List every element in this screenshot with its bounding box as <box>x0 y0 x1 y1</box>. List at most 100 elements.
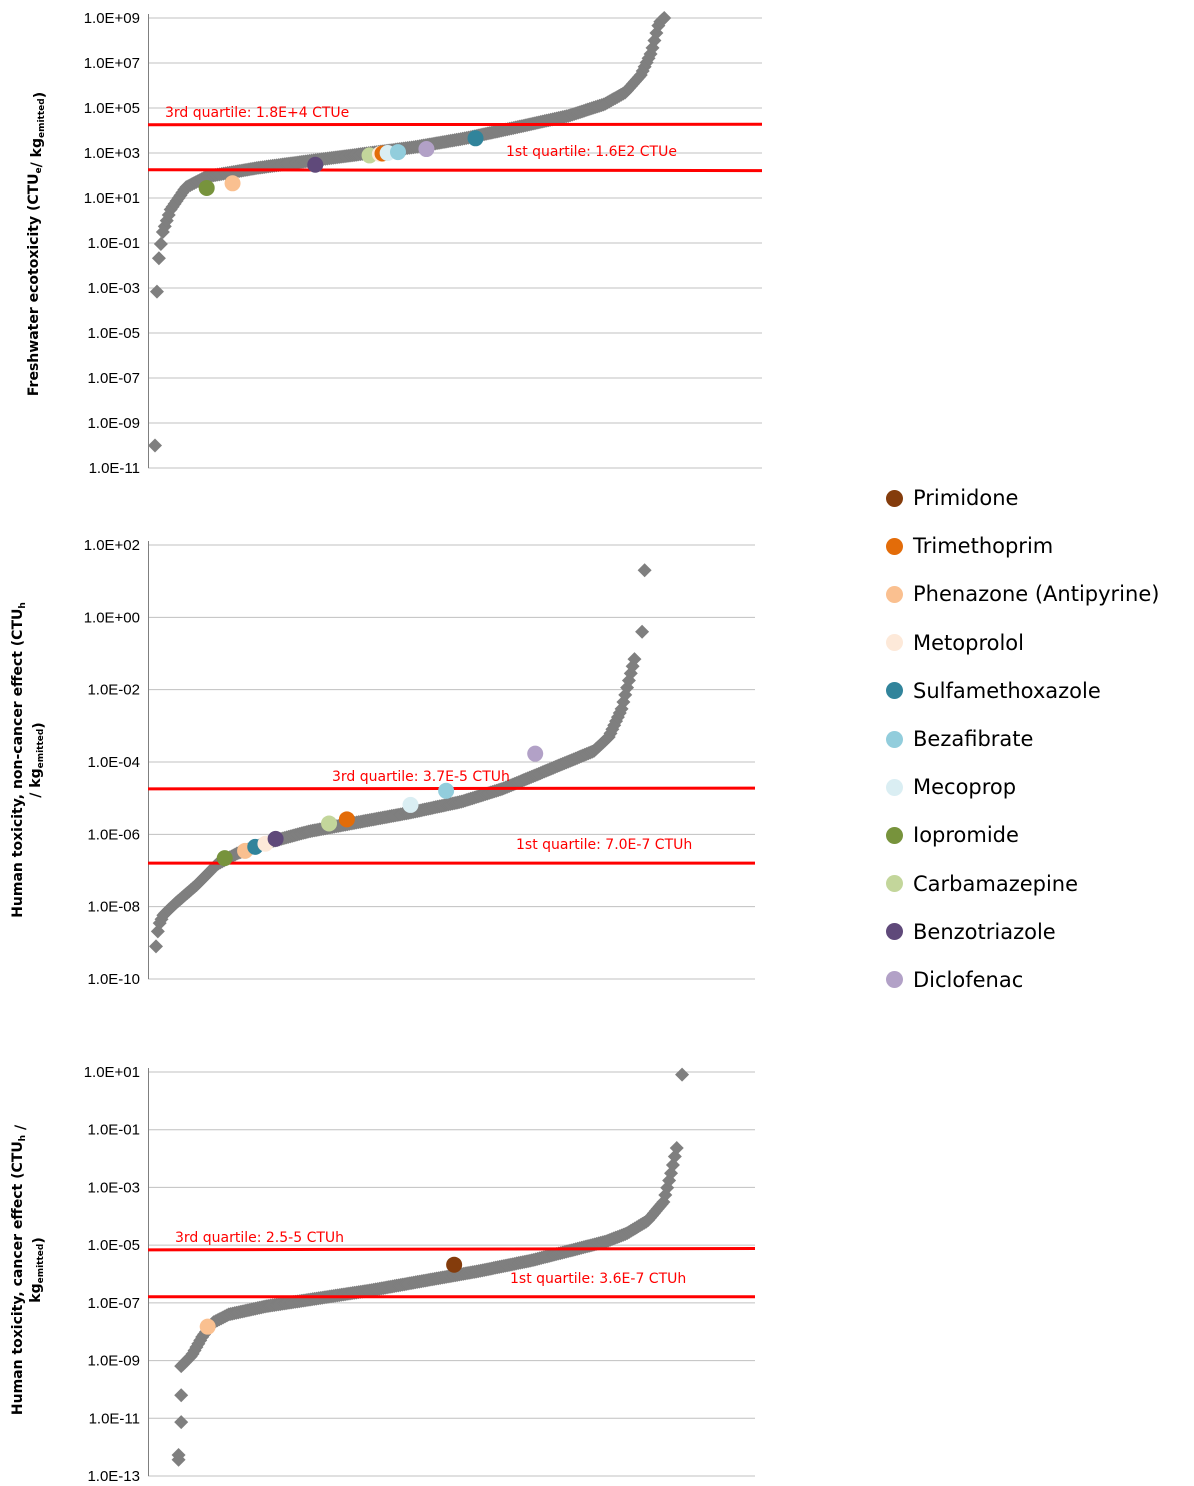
y-axis-label-line: Freshwater ecotoxicity (CTUe/ kgemitted) <box>26 92 48 396</box>
legend-label: Iopromide <box>913 823 1019 848</box>
y-axis-label-part: kg <box>28 1283 44 1302</box>
y-axis-label-part: emitted <box>36 1244 46 1284</box>
chart-panel-3: 1.0E+01 1.0E-01 1.0E-03 1.0E-05 1.0E-07 1.0E-… <box>10 1064 756 1485</box>
data-point <box>149 284 164 299</box>
substance-point-iopromide <box>216 850 233 867</box>
legend-item-benzotriazole: Benzotriazole <box>886 908 1159 956</box>
substance-point-carbamazepine <box>321 815 338 832</box>
y-tick-label: 1.0E-03 <box>87 1179 140 1196</box>
quartile-label: 1st quartile: 1.6E2 CTUe <box>506 144 677 160</box>
substance-point-phenazone-antipyrine <box>224 175 241 192</box>
data-point <box>675 1067 690 1082</box>
substance-point-primidone <box>446 1256 463 1273</box>
legend-item-phenazone: Phenazone (Antipyrine) <box>886 570 1159 618</box>
y-axis-label-part: / kg <box>29 138 45 167</box>
legend-item-carbamazepine: Carbamazepine <box>886 860 1159 908</box>
y-axis-label-part: Human toxicity, non-cancer effect (CTU <box>10 609 26 918</box>
y-axis-label-part: ) <box>31 722 47 728</box>
legend-item-mecoprop: Mecoprop <box>886 763 1159 811</box>
y-tick-label: 1.0E+03 <box>84 145 140 162</box>
data-point <box>174 1415 189 1430</box>
y-tick-label: 1.0E-11 <box>89 1410 140 1427</box>
y-tick-label: 1.0E+02 <box>84 537 140 554</box>
y-tick-label: 1.0E-11 <box>89 460 140 477</box>
y-tick-label: 1.0E-01 <box>87 1122 140 1139</box>
substance-point-diclofenac <box>527 745 544 762</box>
y-tick-label: 1.0E+01 <box>84 1064 140 1081</box>
data-point <box>174 1388 189 1403</box>
y-tick-label: 1.0E-07 <box>87 370 140 387</box>
quartile-label: 3rd quartile: 1.8E+4 CTUe <box>165 105 349 121</box>
y-axis-label-part: h <box>18 1135 28 1141</box>
data-point <box>149 939 163 954</box>
legend: Primidone Trimethoprim Phenazone (Antipy… <box>886 474 1159 1004</box>
legend-item-diclofenac: Diclofenac <box>886 956 1159 1004</box>
substance-point-sulfamethoxazole <box>467 130 484 147</box>
legend-marker-icon <box>886 971 903 989</box>
legend-marker-icon <box>886 778 903 796</box>
y-tick-label: 1.0E+00 <box>84 609 140 626</box>
legend-label: Benzotriazole <box>913 919 1056 944</box>
substance-point-benzotriazole <box>307 156 324 173</box>
y-tick-label: 1.0E-05 <box>87 325 140 342</box>
legend-item-iopromide: Iopromide <box>886 811 1159 859</box>
legend-label: Phenazone (Antipyrine) <box>913 582 1160 607</box>
y-axis-label-part: ) <box>31 1237 47 1243</box>
y-axis-label: Human toxicity, cancer effect (CTUh /kge… <box>10 1124 47 1415</box>
y-axis-label-part: emitted <box>37 98 47 138</box>
y-axis-label-line: kgemitted) <box>28 1237 47 1302</box>
data-point <box>151 251 166 266</box>
legend-label: Primidone <box>913 486 1019 511</box>
quartile-label: 3rd quartile: 3.7E-5 CTUh <box>332 769 510 785</box>
legend-item-bezafibrate: Bezafibrate <box>886 715 1159 763</box>
data-point <box>171 1452 186 1467</box>
y-tick-label: 1.0E-03 <box>87 280 140 297</box>
legend-marker-icon <box>886 537 903 555</box>
legend-item-sulfamethoxazole: Sulfamethoxazole <box>886 667 1159 715</box>
y-axis-label: Freshwater ecotoxicity (CTUe/ kgemitted) <box>26 92 48 396</box>
substance-point-mecoprop <box>402 796 419 813</box>
legend-marker-icon <box>886 585 903 603</box>
legend-label: Carbamazepine <box>913 871 1079 896</box>
legend-label: Trimethoprim <box>913 534 1054 559</box>
legend-marker-icon <box>886 634 903 652</box>
data-point <box>669 1141 684 1156</box>
y-axis-label-line: Human toxicity, cancer effect (CTUh / <box>10 1124 29 1415</box>
data-point <box>153 236 168 251</box>
y-axis-label-line: Human toxicity, non-cancer effect (CTUh <box>10 602 28 918</box>
y-axis-label-part: emitted <box>36 729 46 769</box>
substance-point-iopromide <box>198 179 215 196</box>
y-axis-label-part: Freshwater ecotoxicity (CTU <box>26 173 42 396</box>
substance-point-trimethoprim <box>338 811 355 828</box>
y-tick-label: 1.0E+01 <box>84 190 140 207</box>
y-tick-label: 1.0E-04 <box>87 754 140 771</box>
y-tick-label: 1.0E+05 <box>84 100 140 117</box>
y-tick-label: 1.0E-07 <box>87 1295 140 1312</box>
legend-marker-icon <box>886 682 903 700</box>
quartile-line <box>147 168 763 173</box>
quartile-label: 1st quartile: 3.6E-7 CTUh <box>510 1271 686 1287</box>
y-axis-label-part: / <box>13 1124 29 1135</box>
quartile-label: 1st quartile: 7.0E-7 CTUh <box>516 837 692 853</box>
substance-point-phenazone-antipyrine <box>199 1318 216 1335</box>
legend-item-metoprolol: Metoprolol <box>886 619 1159 667</box>
legend-label: Mecoprop <box>913 775 1017 800</box>
legend-label: Metoprolol <box>913 630 1024 655</box>
legend-marker-icon <box>886 923 903 941</box>
y-tick-label: 1.0E-06 <box>87 826 140 843</box>
data-point <box>627 652 642 667</box>
data-point <box>148 438 162 453</box>
data-point <box>635 624 650 639</box>
quartile-label: 3rd quartile: 2.5-5 CTUh <box>175 1230 344 1246</box>
y-tick-label: 1.0E-05 <box>87 1237 140 1254</box>
y-axis-label-part: / kg <box>28 768 44 797</box>
substance-point-bezafibrate <box>389 144 406 161</box>
substance-point-bezafibrate <box>438 782 455 799</box>
y-tick-label: 1.0E-02 <box>87 682 140 699</box>
legend-marker-icon <box>886 730 903 748</box>
legend-label: Diclofenac <box>913 967 1024 992</box>
y-tick-label: 1.0E+09 <box>84 10 140 27</box>
substance-point-benzotriazole <box>267 830 284 847</box>
legend-item-primidone: Primidone <box>886 474 1159 522</box>
